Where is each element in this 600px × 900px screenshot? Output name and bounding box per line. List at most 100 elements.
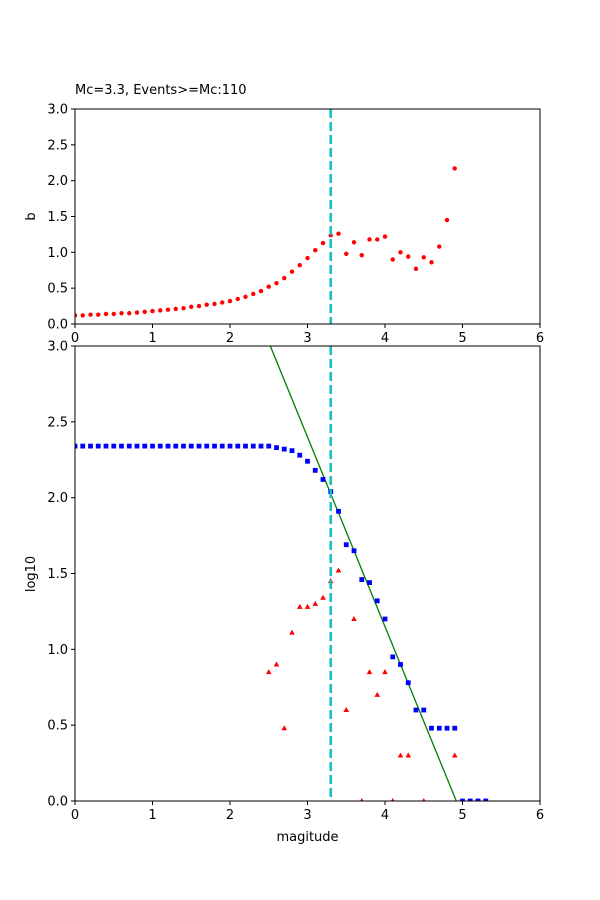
x-tick-label: 1 — [148, 808, 156, 823]
data-point — [413, 707, 419, 713]
data-point — [382, 234, 388, 239]
data-point — [406, 254, 411, 259]
b-value-panel: Mc=3.3, Events>=Mc:110 b 0 1 2 3 4 5 6 0.0 0.5 1.… — [24, 83, 544, 346]
y-tick-label: 1.0 — [47, 643, 68, 658]
data-point — [243, 294, 248, 299]
data-point — [188, 443, 194, 449]
data-point — [189, 304, 194, 309]
data-point — [173, 306, 178, 312]
data-point — [429, 260, 434, 265]
data-point — [196, 443, 202, 449]
data-point — [444, 217, 450, 223]
data-point — [142, 309, 147, 315]
data-point — [343, 707, 350, 712]
data-point — [96, 312, 101, 317]
data-point — [312, 467, 318, 473]
data-point — [212, 443, 217, 449]
data-point — [212, 301, 217, 307]
data-point — [119, 311, 124, 316]
data-point — [111, 443, 117, 449]
data-point — [181, 306, 186, 311]
log-frequency-panel: magitude log10 0 1 2 3 4 5 6 0.0 0.5 1.0 1.5 2.0 2.5… — [24, 340, 544, 846]
data-point — [273, 661, 280, 667]
y-tick-label: 0.5 — [47, 719, 68, 734]
y-tick-label: 0.0 — [47, 318, 68, 333]
data-point — [134, 443, 140, 449]
x-tick-label: 4 — [381, 808, 389, 823]
data-point — [80, 443, 86, 449]
data-point — [127, 311, 132, 316]
data-point — [219, 443, 225, 449]
x-tick-label: 0 — [71, 331, 79, 346]
data-point — [405, 752, 412, 758]
data-point — [382, 616, 388, 622]
data-point — [126, 443, 132, 449]
data-point — [451, 752, 458, 758]
data-point — [452, 166, 457, 171]
data-point — [313, 247, 318, 253]
data-point — [266, 284, 271, 289]
data-point — [336, 231, 341, 236]
x-tick-label: 1 — [148, 331, 156, 346]
x-tick-label: 6 — [536, 331, 544, 346]
data-point — [421, 707, 427, 713]
data-point — [266, 443, 272, 449]
data-point — [235, 443, 241, 449]
x-tick-label: 4 — [381, 331, 389, 346]
data-point — [134, 310, 140, 315]
data-point — [359, 577, 365, 582]
x-tick-label: 3 — [303, 331, 311, 346]
data-point — [227, 298, 233, 304]
y-tick-label: 1.0 — [47, 246, 68, 261]
plot-area — [75, 109, 540, 324]
data-point — [366, 669, 373, 675]
data-point — [413, 266, 419, 272]
series-circle — [75, 166, 457, 318]
y-tick-label: 3.0 — [47, 103, 68, 118]
data-point — [75, 313, 78, 318]
data-point — [119, 443, 124, 449]
data-point — [374, 598, 380, 604]
data-point — [258, 443, 264, 449]
x-tick-label: 3 — [303, 808, 311, 823]
y-axis-label: log10 — [24, 556, 39, 592]
y-tick-label: 2.0 — [47, 174, 68, 189]
data-point — [397, 752, 404, 758]
data-point — [351, 548, 357, 554]
data-point — [422, 798, 426, 801]
data-point — [304, 603, 311, 609]
data-point — [460, 798, 465, 801]
x-tick-label: 2 — [226, 808, 234, 823]
data-point — [382, 669, 388, 675]
data-point — [437, 244, 442, 249]
data-point — [80, 313, 85, 318]
data-point — [165, 443, 171, 449]
data-point — [305, 255, 310, 261]
data-point — [312, 600, 319, 606]
data-point — [258, 288, 264, 294]
data-point — [398, 662, 403, 667]
y-tick-label: 0.5 — [47, 282, 68, 297]
data-point — [375, 237, 380, 242]
data-point — [227, 443, 233, 449]
data-point — [483, 798, 489, 801]
data-point — [390, 257, 395, 262]
fit-line — [269, 346, 457, 801]
data-point — [196, 303, 202, 309]
series-square — [75, 443, 489, 801]
data-point — [289, 269, 295, 274]
data-point — [274, 280, 279, 286]
data-point — [88, 443, 93, 449]
data-point — [398, 250, 403, 255]
data-point — [305, 458, 310, 464]
data-point — [88, 312, 93, 317]
data-point — [320, 594, 326, 600]
data-point — [374, 691, 381, 697]
data-point — [444, 725, 450, 731]
data-point — [281, 725, 288, 731]
y-tick-label: 2.5 — [47, 415, 68, 430]
data-point — [282, 275, 287, 281]
data-point — [475, 798, 481, 801]
data-point — [296, 603, 303, 609]
data-point — [150, 443, 155, 449]
